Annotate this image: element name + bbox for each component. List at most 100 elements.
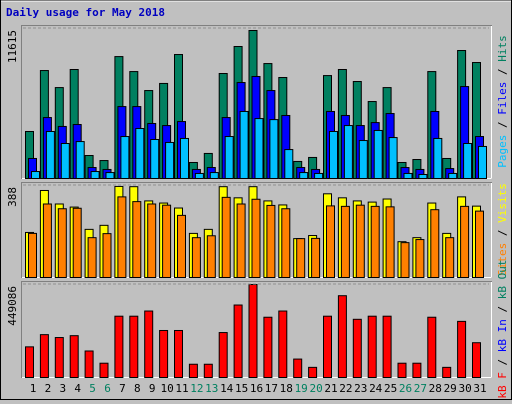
bar <box>442 366 452 378</box>
bar <box>144 310 154 379</box>
bar <box>254 118 264 179</box>
bar <box>174 329 183 378</box>
bar <box>323 315 332 379</box>
bar <box>218 332 228 379</box>
bar <box>177 214 186 278</box>
bar <box>478 145 487 179</box>
legend-separator: / <box>496 62 509 82</box>
bar <box>400 242 410 279</box>
bar <box>25 346 34 378</box>
y-tick-label: 449086 <box>6 286 19 326</box>
x-tick-label: 26 <box>399 382 412 395</box>
x-tick-label: 25 <box>384 382 397 395</box>
x-tick-label: 14 <box>220 382 234 395</box>
bar <box>39 334 49 379</box>
bar <box>105 172 115 179</box>
bar <box>224 136 234 179</box>
bar <box>251 198 261 278</box>
bar <box>191 237 201 278</box>
bar <box>102 233 112 278</box>
legend-entry: Pages <box>496 135 509 168</box>
bar <box>90 171 100 180</box>
bar <box>329 130 338 179</box>
legend: Pages / Files / Hits <box>496 35 509 168</box>
bar <box>162 204 172 279</box>
bar <box>427 316 437 379</box>
bar <box>45 130 55 179</box>
bar <box>296 238 306 278</box>
bar <box>388 137 398 179</box>
bar <box>382 315 392 379</box>
bar <box>150 138 160 179</box>
bar <box>266 204 276 278</box>
x-tick-label: 10 <box>160 382 173 395</box>
bar <box>445 237 455 278</box>
x-tick-label: 29 <box>444 382 457 395</box>
bar <box>373 129 383 180</box>
bar <box>385 206 395 278</box>
bar <box>343 125 353 179</box>
bar <box>87 237 97 278</box>
chart-title: Daily usage for May 2018 <box>6 6 165 19</box>
bar <box>475 210 484 278</box>
legend-separator: / <box>496 299 509 319</box>
bar <box>165 141 175 180</box>
bar <box>248 284 258 379</box>
x-tick-label: 13 <box>205 382 218 395</box>
bar <box>84 350 94 378</box>
x-tick-label: 17 <box>265 382 278 395</box>
bar <box>147 203 157 278</box>
x-tick-label: 8 <box>134 382 141 395</box>
legend-entry: Sites <box>496 243 509 276</box>
bar <box>159 329 169 378</box>
bar <box>448 172 458 179</box>
x-tick-label: 3 <box>59 382 66 395</box>
x-tick-label: 16 <box>250 382 263 395</box>
bar <box>299 172 309 179</box>
bar <box>340 205 350 278</box>
bar <box>293 358 303 379</box>
bar <box>209 172 219 179</box>
x-tick-label: 20 <box>309 382 322 395</box>
bar <box>403 172 413 179</box>
x-tick-label: 24 <box>369 382 383 395</box>
x-tick-label: 4 <box>74 382 81 395</box>
x-tick-label: 23 <box>354 382 367 395</box>
bar <box>418 173 428 179</box>
bar <box>221 196 231 278</box>
legend-entry: Hits <box>496 35 509 62</box>
y-tick-label: 388 <box>6 187 19 207</box>
x-tick-label: 15 <box>235 382 248 395</box>
x-tick-label: 22 <box>339 382 352 395</box>
bar <box>314 172 324 179</box>
x-tick-label: 18 <box>280 382 293 395</box>
x-tick-label: 31 <box>473 382 486 395</box>
bar <box>194 172 204 179</box>
bar <box>308 366 318 378</box>
bar <box>31 171 40 180</box>
bar <box>57 208 67 278</box>
legend: Sites / Visits <box>496 183 509 276</box>
bar <box>99 362 109 378</box>
bar <box>397 362 407 378</box>
x-tick-label: 12 <box>190 382 203 395</box>
legend-entry: kB In <box>496 319 509 352</box>
legend-separator: / <box>496 352 509 372</box>
y-tick-label: 11615 <box>6 30 19 63</box>
bar <box>352 318 362 378</box>
legend-entry: kB F <box>496 372 509 399</box>
bar <box>129 315 139 379</box>
bar <box>180 137 189 179</box>
bar <box>284 149 294 179</box>
bar <box>370 205 380 278</box>
bar <box>203 363 213 378</box>
bar <box>60 143 70 179</box>
bar <box>188 363 198 378</box>
bar <box>263 316 273 379</box>
bar <box>358 140 368 180</box>
bar <box>326 205 335 278</box>
x-tick-label: 30 <box>458 382 471 395</box>
bar <box>472 342 481 379</box>
